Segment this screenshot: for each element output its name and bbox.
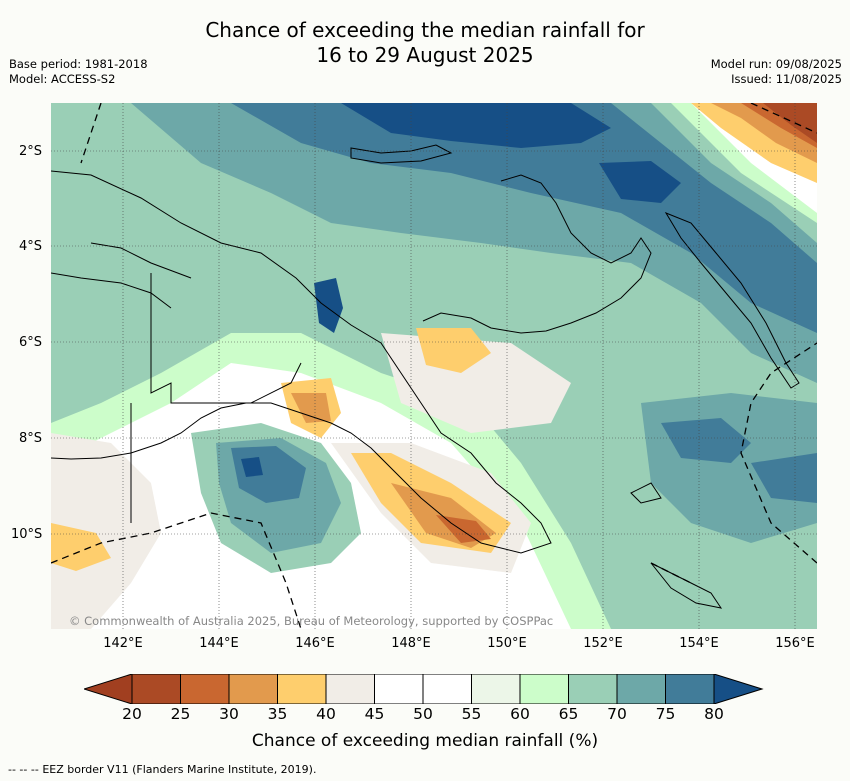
colorbar-cell	[422, 674, 472, 704]
contour-center-35-40	[416, 328, 491, 373]
contour-gulf-over-80	[241, 457, 263, 477]
contour-over-80-png	[314, 278, 343, 333]
lon-label-144e: 144°E	[199, 636, 239, 651]
lon-label-156e: 156°E	[775, 636, 815, 651]
issued-date: Issued: 11/08/2025	[731, 72, 842, 86]
colorbar-tick-label: 70	[607, 705, 627, 723]
colorbar-under-triangle	[84, 674, 133, 704]
colorbar-cell	[180, 674, 230, 704]
meta-left: Base period: 1981-2018 Model: ACCESS-S2	[9, 57, 148, 87]
colorbar-cell	[665, 674, 715, 704]
base-period: Base period: 1981-2018	[9, 57, 148, 71]
colorbar-tick-label: 35	[267, 705, 288, 723]
border-lines	[130, 273, 302, 523]
contour-se-75-80-b	[751, 453, 817, 503]
contour-ne-20-25	[763, 103, 817, 143]
colorbar-tick-label: 80	[704, 705, 724, 723]
eez-borders	[51, 103, 817, 629]
colorbar-tick-label: 75	[655, 705, 676, 723]
lat-label-8s: 8°S	[19, 431, 43, 446]
eez-legend-line: -- -- --	[8, 763, 39, 776]
colorbar-tick-label: 20	[122, 705, 142, 723]
colorbar-cell	[519, 674, 569, 704]
colorbar-tick-label: 50	[413, 705, 433, 723]
lat-label-10s: 10°S	[11, 527, 43, 542]
colorbar-cell	[616, 674, 666, 704]
lon-label-152e: 152°E	[583, 636, 623, 651]
lat-label-6s: 6°S	[19, 335, 43, 350]
colorbar-cell	[277, 674, 327, 704]
contour-over-80-north	[341, 103, 611, 148]
colorbar-tick-label: 65	[558, 705, 579, 723]
meta-right: Model run: 09/08/2025 Issued: 11/08/2025	[711, 57, 842, 87]
chart-title: Chance of exceeding the median rainfall …	[0, 18, 850, 68]
colorbar-tick-label: 30	[219, 705, 239, 723]
title-line-1: Chance of exceeding the median rainfall …	[205, 18, 645, 42]
rainfall-map: © Commonwealth of Australia 2025, Bureau…	[51, 103, 817, 629]
colorbar-tick-label: 45	[364, 705, 385, 723]
model-run: Model run: 09/08/2025	[710, 57, 842, 71]
title-line-2: 16 to 29 August 2025	[316, 43, 534, 67]
colorbar-tick-label: 40	[316, 705, 336, 723]
contour-75-80-north	[231, 103, 817, 333]
lon-label-154e: 154°E	[679, 636, 719, 651]
colorbar-title: Chance of exceeding median rainfall (%)	[251, 731, 599, 751]
colorbar-over-triangle	[713, 674, 764, 704]
colorbar-cell	[568, 674, 618, 704]
contour-over-80-east	[599, 161, 681, 203]
colorbar-cell	[131, 674, 181, 704]
colorbar-cell	[228, 674, 278, 704]
contour-central-30-35	[291, 393, 331, 423]
eez-legend: -- -- -- EEZ border V11 (Flanders Marine…	[8, 763, 316, 776]
lon-label-146e: 146°E	[295, 636, 335, 651]
colorbar-cell	[325, 674, 375, 704]
contour-se-75-80	[661, 418, 751, 463]
lon-label-148e: 148°E	[391, 636, 431, 651]
eez-legend-text: EEZ border V11 (Flanders Marine Institut…	[42, 763, 317, 776]
contour-sw-35-40-b	[51, 523, 111, 571]
gridlines	[51, 103, 817, 629]
colorbar-tick-label: 25	[170, 705, 191, 723]
lat-label-4s: 4°S	[19, 239, 43, 254]
map-canvas	[51, 103, 817, 629]
colorbar	[84, 674, 764, 704]
lon-label-150e: 150°E	[487, 636, 527, 651]
contour-sw-40-45	[51, 433, 161, 629]
colorbar-tick-label: 60	[510, 705, 530, 723]
colorbar-tick-label: 55	[461, 705, 482, 723]
model-name: Model: ACCESS-S2	[9, 72, 116, 86]
colorbar-cell	[374, 674, 424, 704]
lat-label-2s: 2°S	[19, 144, 43, 159]
lon-label-142e: 142°E	[103, 636, 143, 651]
copyright-note: © Commonwealth of Australia 2025, Bureau…	[69, 614, 554, 628]
coastlines	[51, 144, 800, 609]
colorbar-cell	[471, 674, 521, 704]
